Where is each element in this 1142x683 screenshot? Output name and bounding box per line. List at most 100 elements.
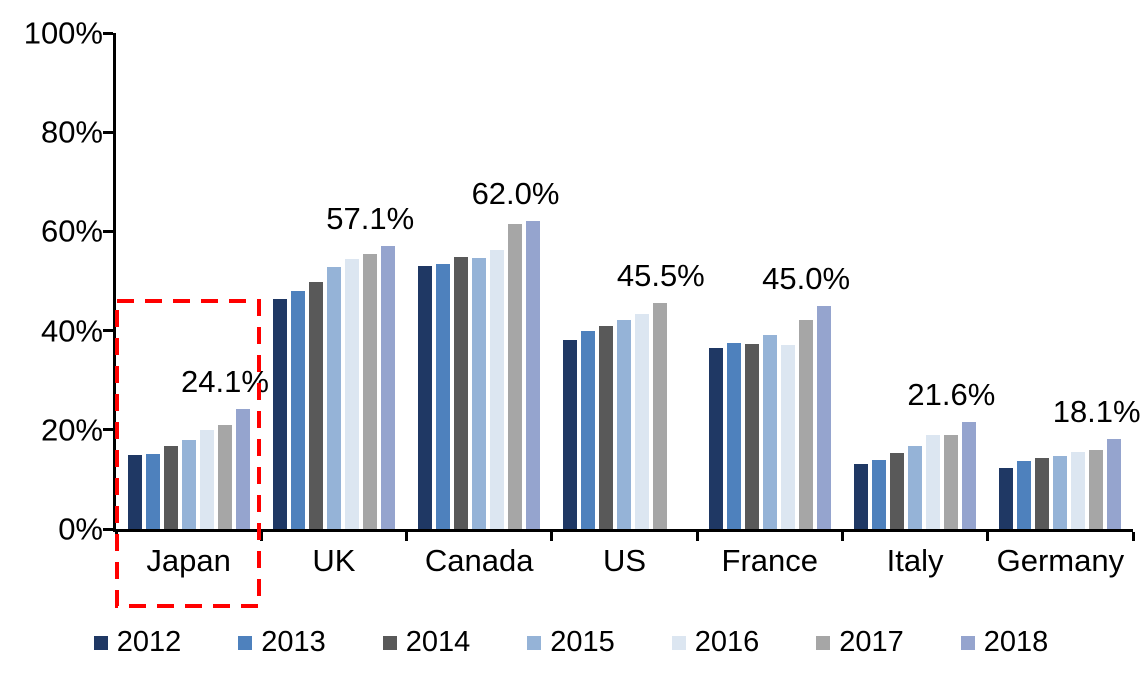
bar-italy-2016 — [926, 435, 941, 529]
y-axis-tick — [103, 130, 113, 134]
legend-item-2017: 2017 — [816, 628, 904, 657]
bar-group-italy: 21.6% Italy — [842, 33, 995, 576]
legend-item-2018: 2018 — [960, 626, 1049, 658]
bar-us-2015 — [617, 320, 632, 529]
x-axis-label-canada: Canada — [424, 543, 534, 578]
legend-label-2012: 2012 — [116, 626, 182, 658]
bar-canada-2016 — [490, 250, 505, 529]
y-axis-tick — [103, 527, 113, 531]
bar-france-2015 — [762, 335, 777, 529]
y-axis-tick — [103, 229, 113, 233]
bar-france-2016 — [780, 344, 795, 529]
legend-label-2018: 2018 — [983, 626, 1049, 658]
x-axis-label-japan: Japan — [146, 543, 231, 578]
x-axis-tick — [550, 532, 554, 541]
bar-group-uk: 57.1% UK — [261, 33, 414, 576]
bar-uk-2015 — [326, 266, 341, 529]
bar-italy-2018 — [962, 421, 977, 529]
bar-france-2018 — [816, 305, 831, 529]
legend-label-2016: 2016 — [694, 626, 760, 658]
x-axis-tick — [695, 532, 699, 541]
bar-japan-2012 — [127, 454, 142, 529]
bar-uk-2014 — [308, 282, 323, 529]
bar-germany-2016 — [1071, 452, 1086, 529]
y-axis-label: 0% — [58, 511, 103, 547]
bar-group-canada: 62.0% Canada — [407, 33, 559, 576]
bar-italy-2013 — [872, 459, 887, 529]
legend-label-2013: 2013 — [261, 626, 326, 658]
bar-group-germany: 18.1% Germany — [988, 33, 1141, 576]
bar-uk-2016 — [344, 259, 359, 529]
bar-germany-2017 — [1089, 449, 1104, 529]
y-axis-label: 20% — [40, 412, 103, 448]
bar-germany-2018 — [1107, 439, 1122, 529]
bar-japan-2013 — [145, 454, 160, 529]
bar-us-2016 — [635, 313, 650, 529]
bar-uk-2012 — [272, 299, 287, 529]
bar-germany-2015 — [1053, 455, 1068, 529]
legend-label-2014: 2014 — [405, 626, 471, 658]
data-label-italy: 21.6% — [907, 376, 996, 412]
bar-group-japan: 24.1% Japan — [116, 33, 269, 576]
bar-france-2017 — [798, 319, 813, 529]
legend-item-2012: 2012 — [93, 626, 182, 658]
bar-italy-2017 — [944, 434, 959, 529]
bar-us-2017 — [653, 303, 668, 529]
bar-canada-2015 — [472, 257, 487, 529]
data-label-germany: 18.1% — [1052, 394, 1141, 430]
bar-france-2012 — [708, 348, 723, 529]
x-axis-tick — [259, 532, 263, 541]
bar-france-2014 — [744, 343, 759, 529]
x-axis-label-germany: Germany — [996, 543, 1125, 578]
bar-germany-2014 — [1035, 458, 1050, 529]
data-label-canada: 62.0% — [471, 176, 560, 212]
bar-japan-2015 — [181, 439, 196, 529]
bar-japan-2018 — [235, 409, 250, 529]
data-label-france: 45.0% — [762, 260, 851, 296]
bar-canada-2014 — [454, 256, 469, 529]
x-axis-label-france: France — [721, 543, 819, 578]
bar-japan-2017 — [217, 424, 232, 529]
bar-uk-2017 — [362, 253, 377, 529]
data-label-uk: 57.1% — [326, 200, 415, 236]
bar-canada-2018 — [526, 221, 541, 529]
legend-item-2013: 2013 — [238, 628, 326, 657]
bar-germany-2013 — [1017, 460, 1032, 529]
bar-group-france: 45.0% France — [697, 33, 850, 576]
x-axis-tick — [405, 532, 409, 541]
y-axis-label: 100% — [23, 15, 103, 51]
bar-us-2012 — [563, 340, 578, 529]
legend-swatch-2012 — [93, 635, 108, 650]
x-axis-tick — [1131, 532, 1135, 541]
legend-swatch-2014 — [382, 635, 397, 650]
bar-germany-2012 — [999, 467, 1014, 529]
bar-italy-2012 — [854, 463, 869, 529]
x-axis-label-italy: Italy — [886, 543, 944, 578]
legend-item-2015: 2015 — [527, 628, 615, 657]
legend-swatch-2015 — [527, 635, 542, 650]
x-axis-label-us: US — [602, 543, 647, 578]
legend-item-2014: 2014 — [382, 626, 471, 658]
bar-canada-2012 — [418, 265, 433, 529]
legend-swatch-2016 — [671, 635, 686, 650]
bar-italy-2015 — [908, 445, 923, 529]
bar-japan-2016 — [199, 429, 214, 529]
x-axis-tick — [840, 532, 844, 541]
bar-us-2014 — [599, 325, 614, 529]
legend-swatch-2018 — [960, 635, 975, 650]
legend-label-2017: 2017 — [839, 626, 904, 658]
legend-label-2015: 2015 — [550, 626, 615, 658]
bar-italy-2014 — [890, 453, 905, 529]
legend-item-2016: 2016 — [671, 626, 760, 658]
x-axis-label-uk: UK — [312, 543, 356, 578]
bar-canada-2017 — [508, 223, 523, 529]
data-label-japan: 24.1% — [181, 364, 269, 400]
bar-group-us: 45.5% US — [552, 33, 705, 576]
chart-legend: 2012 2013 2014 2015 2016 2017 2018 — [0, 628, 1142, 657]
x-axis-tick — [114, 532, 118, 541]
bar-us-2013 — [581, 330, 596, 529]
bar-uk-2013 — [290, 291, 305, 529]
y-axis-tick — [103, 329, 113, 333]
y-axis-label: 60% — [40, 213, 103, 249]
